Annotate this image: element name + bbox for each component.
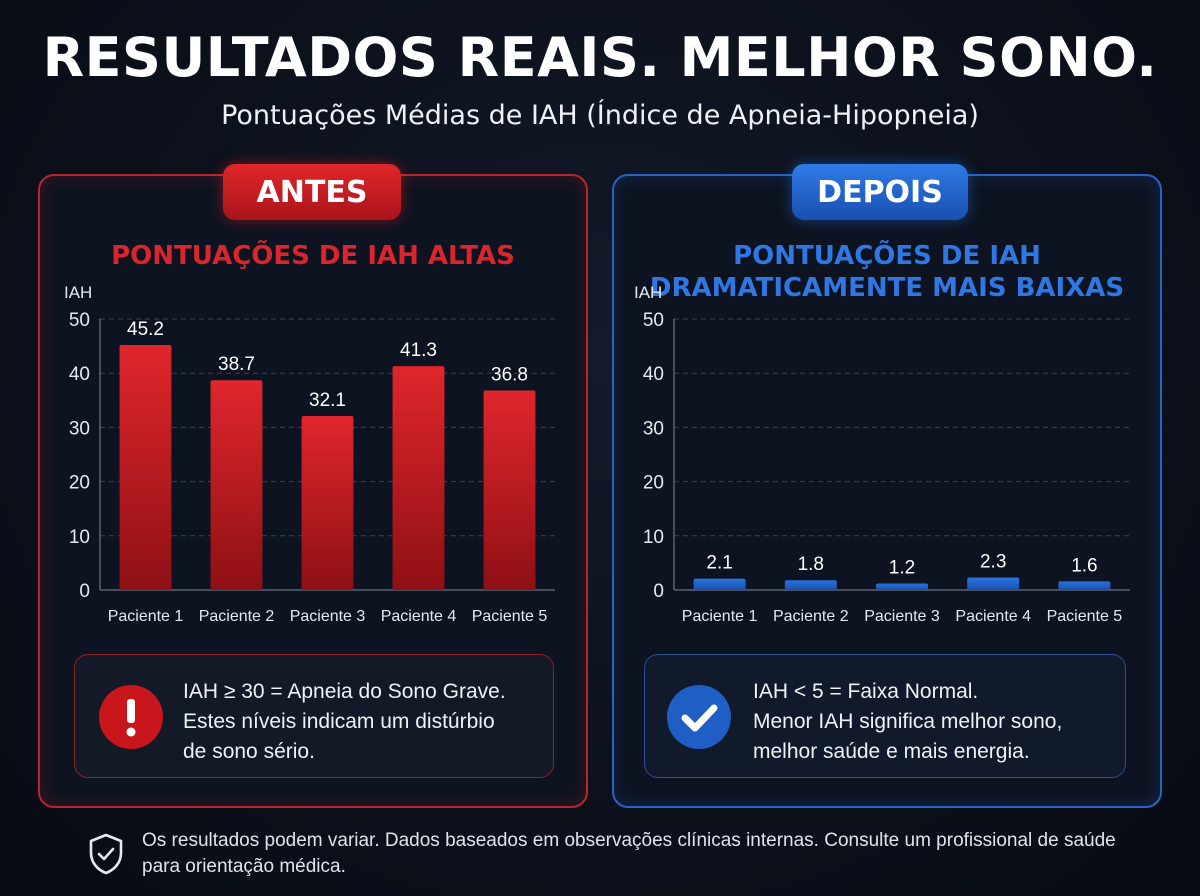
after-y-tick-label: 30 [643,418,664,439]
before-note-line: de sono sério. [183,740,315,763]
before-bar-value-label: 38.7 [218,354,255,375]
before-note-box: IAH ≥ 30 = Apneia do Sono Grave. Estes n… [74,654,554,778]
after-bar [876,583,928,590]
after-chart-title: PONTUAÇÕES DE IAH DRAMATICAMENTE MAIS BAI… [614,240,1160,304]
before-bar-value-label: 41.3 [400,340,437,361]
after-y-tick-label: 50 [643,310,664,331]
before-y-tick-label: 40 [69,364,90,385]
after-bar [784,580,837,590]
shield-check-icon [86,832,126,876]
before-note-text: IAH ≥ 30 = Apneia do Sono Grave. Estes n… [183,677,543,767]
after-note-line: IAH < 5 = Faixa Normal. [753,680,979,703]
disclaimer-text: Os resultados podem variar. Dados basead… [142,830,1116,877]
page-subtitle: Pontuações Médias de IAH (Índice de Apne… [221,100,979,131]
before-y-tick-label: 30 [69,418,90,439]
before-bar [392,366,445,590]
before-bar-value-label: 45.2 [127,319,164,340]
before-badge: ANTES [223,164,401,220]
before-bar [483,390,536,590]
before-bar-value-label: 36.8 [491,365,528,386]
exclamation-icon [99,685,163,749]
after-x-tick-label: Paciente 3 [864,608,940,625]
after-chart-title-line: PONTUAÇÕES DE IAH [733,241,1041,271]
after-chart-title-line: DRAMATICAMENTE MAIS BAIXAS [649,273,1125,303]
before-x-tick-label: Paciente 5 [472,608,548,625]
after-y-tick-label: 20 [643,473,664,494]
before-bar-value-label: 32.1 [309,390,346,411]
before-bar [119,345,172,590]
before-x-tick-label: Paciente 2 [199,608,275,625]
after-bar [1058,581,1111,590]
after-note-line: Menor IAH significa melhor sono, [753,710,1063,733]
after-y-tick-label: 0 [653,581,664,602]
after-x-tick-label: Paciente 4 [955,608,1031,625]
after-x-tick-label: Paciente 5 [1047,608,1123,625]
after-y-axis-label: IAH [634,283,662,302]
after-bar-value-label: 1.2 [889,557,915,578]
after-bar-value-label: 1.8 [798,554,824,575]
after-badge: DEPOIS [792,164,968,220]
before-x-tick-label: Paciente 1 [108,608,184,625]
before-y-axis-label: IAH [64,283,92,302]
after-bar-value-label: 2.1 [706,553,732,574]
after-y-tick-label: 40 [643,364,664,385]
after-note-text: IAH < 5 = Faixa Normal. Menor IAH signif… [753,677,1113,767]
checkmark-icon [667,685,731,749]
after-bar [693,578,746,590]
before-note-line: IAH ≥ 30 = Apneia do Sono Grave. [183,680,506,703]
after-x-tick-label: Paciente 1 [682,608,758,625]
before-y-tick-label: 20 [69,473,90,494]
before-note-line: Estes níveis indicam um distúrbio [183,710,495,733]
before-x-tick-label: Paciente 4 [381,608,457,625]
before-y-tick-label: 10 [69,527,90,548]
before-y-tick-label: 0 [79,581,90,602]
before-chart-title: PONTUAÇÕES DE IAH ALTAS [111,241,515,271]
after-bar-value-label: 1.6 [1071,555,1097,576]
after-y-tick-label: 10 [643,527,664,548]
after-note-line: melhor saúde e mais energia. [753,740,1030,763]
before-bar [210,380,263,590]
after-note-box: IAH < 5 = Faixa Normal. Menor IAH signif… [644,654,1126,778]
before-y-tick-label: 50 [69,310,90,331]
after-bar [967,577,1020,590]
before-x-tick-label: Paciente 3 [290,608,366,625]
after-x-tick-label: Paciente 2 [773,608,849,625]
after-bar-value-label: 2.3 [980,552,1006,573]
before-bar [301,416,354,590]
page-title: RESULTADOS REAIS. MELHOR SONO. [42,26,1158,89]
